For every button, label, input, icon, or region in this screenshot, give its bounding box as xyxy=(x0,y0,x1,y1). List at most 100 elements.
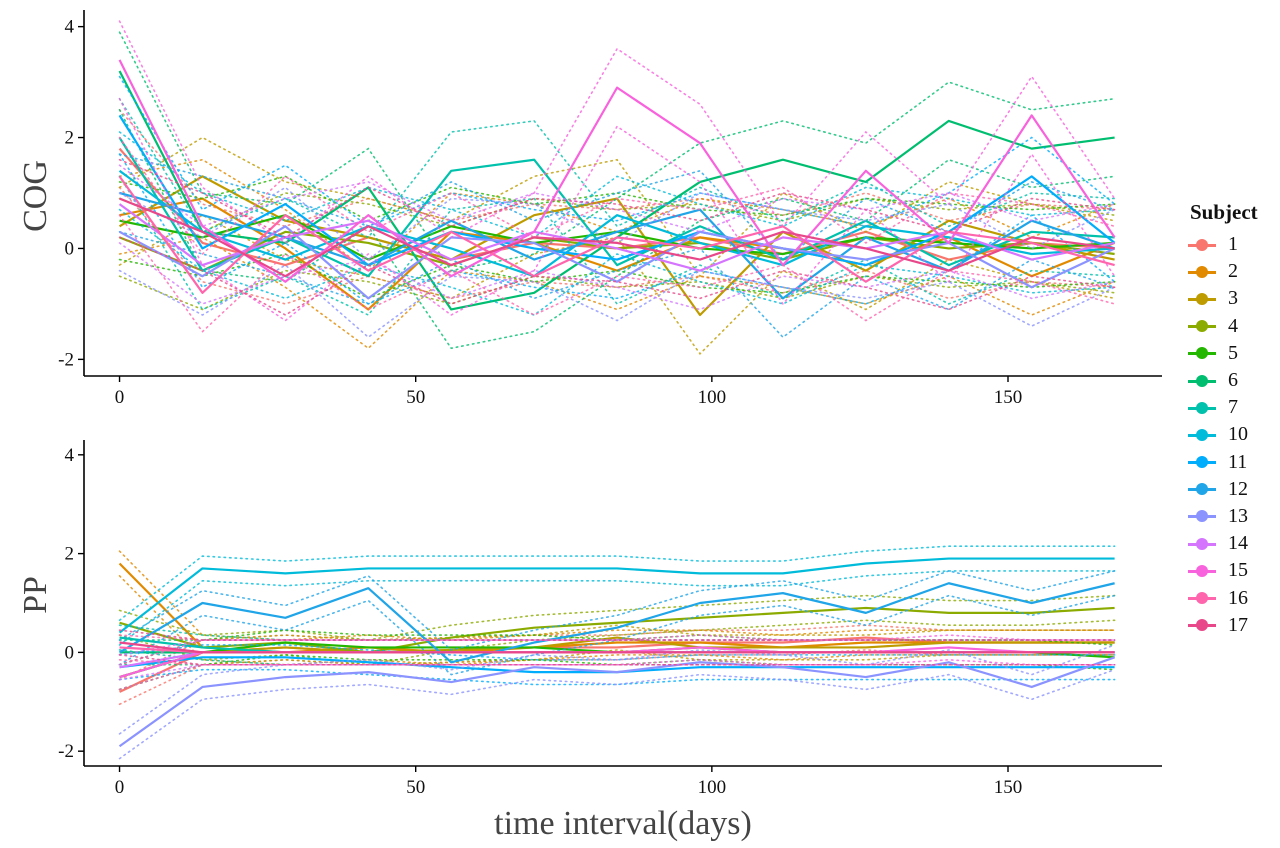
series-line-subject-13 xyxy=(118,656,1115,748)
legend-key xyxy=(1186,563,1218,579)
series-upper-bound xyxy=(118,550,1116,641)
legend-key xyxy=(1186,536,1218,552)
legend-label: 13 xyxy=(1228,504,1248,527)
legend-key xyxy=(1186,318,1218,334)
legend-key xyxy=(1186,508,1218,524)
y-tick-label: 4 xyxy=(65,445,75,466)
series-lower-bound xyxy=(118,236,1116,316)
y-tick-label: 2 xyxy=(65,544,75,565)
y-tick-label: -2 xyxy=(58,741,74,762)
legend-item: 11 xyxy=(1186,449,1278,476)
legend-item: 6 xyxy=(1186,367,1278,394)
series-lower-bound xyxy=(118,668,1116,760)
series-lower-bound xyxy=(118,236,1116,350)
series-lower-bound xyxy=(118,570,1116,646)
legend-item: 4 xyxy=(1186,313,1278,340)
legend-label: 2 xyxy=(1228,260,1238,283)
series-upper-bound xyxy=(118,634,1116,666)
series-upper-bound xyxy=(118,158,1116,239)
legend-key xyxy=(1186,617,1218,633)
legend-label: 12 xyxy=(1228,477,1248,500)
plot-area-cog: -2 0 2 4 0 50 100 150 xyxy=(58,10,1162,408)
series-line-subject-10 xyxy=(118,169,1115,278)
legend-item: 2 xyxy=(1186,258,1278,285)
y-tick-label: 0 xyxy=(65,238,75,259)
panel-cog: COG -2 0 2 4 0 50 100 150 xyxy=(17,10,1162,408)
x-axis-label: time interval(days) xyxy=(494,805,752,842)
legend-label: 10 xyxy=(1228,423,1248,446)
series-upper-bound xyxy=(118,75,1116,228)
legend-item: 14 xyxy=(1186,530,1278,557)
legend-item: 17 xyxy=(1186,612,1278,639)
series-upper-bound xyxy=(118,192,1116,233)
legend-label: 3 xyxy=(1228,287,1238,310)
legend-item: 7 xyxy=(1186,394,1278,421)
series-lower-bound xyxy=(118,208,1116,316)
series-upper-bound xyxy=(118,644,1116,735)
x-tick-label: 150 xyxy=(994,777,1023,798)
legend-key xyxy=(1186,590,1218,606)
series-upper-bound xyxy=(118,20,1116,244)
legend-label: 15 xyxy=(1228,559,1248,582)
series-line-subject-17 xyxy=(119,641,1115,654)
series-lower-bound xyxy=(118,264,1116,339)
series-upper-bound xyxy=(118,131,1116,239)
series-upper-bound xyxy=(118,158,1116,272)
series-lower-bound xyxy=(118,214,1116,333)
legend-item: 1 xyxy=(1186,231,1278,258)
legend-key xyxy=(1186,400,1218,416)
series-lower-bound xyxy=(118,668,1116,686)
x-tick-label: 100 xyxy=(698,387,727,408)
legend-item: 5 xyxy=(1186,340,1278,367)
legend-label: 4 xyxy=(1228,314,1238,337)
x-tick-label: 0 xyxy=(115,777,125,798)
legend-label: 1 xyxy=(1228,233,1238,256)
legend-label: 17 xyxy=(1228,613,1248,636)
legend-key xyxy=(1186,373,1218,389)
x-tick-label: 0 xyxy=(115,387,125,408)
legend-item: 10 xyxy=(1186,421,1278,448)
y-tick-label: 0 xyxy=(65,642,75,663)
legend-key xyxy=(1186,427,1218,443)
y-axis-label-cog: COG xyxy=(17,160,54,232)
plot-area-pp: -2 0 2 4 0 50 100 150 xyxy=(58,440,1162,798)
legend-label: 7 xyxy=(1228,396,1238,419)
series-upper-bound xyxy=(118,594,1116,641)
series-line-subject-3 xyxy=(119,636,1115,679)
legend-key xyxy=(1186,264,1218,280)
legend-items: 1 2 3 4 5 6 7 10 11 12 13 14 15 16 17 xyxy=(1186,231,1278,639)
x-tick-label: 100 xyxy=(698,777,727,798)
legend-key xyxy=(1186,345,1218,361)
legend-key xyxy=(1186,237,1218,253)
panel-pp: PP -2 0 2 4 0 50 100 150 time interval(days) xyxy=(17,440,1162,842)
legend-key xyxy=(1186,291,1218,307)
legend-label: 6 xyxy=(1228,369,1238,392)
x-tick-label: 150 xyxy=(994,387,1023,408)
series-lower-bound xyxy=(118,175,1116,316)
x-tick-label: 50 xyxy=(406,387,425,408)
series-lower-bound xyxy=(118,649,1116,706)
series-lower-bound xyxy=(118,654,1116,666)
series-line-subject-15 xyxy=(118,59,1116,283)
series-line-subject-12 xyxy=(118,582,1115,664)
legend-item: 13 xyxy=(1186,503,1278,530)
series-upper-bound xyxy=(118,545,1116,622)
series-lower-bound xyxy=(118,269,1116,311)
legend: Subject 1 2 3 4 5 6 7 10 11 12 13 14 15 16 17 xyxy=(1186,200,1278,639)
y-tick-label: -2 xyxy=(58,349,74,370)
series-line-subject-6 xyxy=(118,70,1115,311)
legend-label: 5 xyxy=(1228,341,1238,364)
series-upper-bound xyxy=(118,136,1116,256)
series-upper-bound xyxy=(118,164,1116,233)
legend-key xyxy=(1186,481,1218,497)
legend-key xyxy=(1186,454,1218,470)
series-upper-bound xyxy=(118,624,1116,666)
legend-item: 12 xyxy=(1186,476,1278,503)
legend-label: 14 xyxy=(1228,532,1248,555)
legend-title: Subject xyxy=(1190,200,1258,224)
series-upper-bound xyxy=(118,570,1116,651)
series-lower-bound xyxy=(118,619,1116,666)
legend-label: 11 xyxy=(1228,450,1248,473)
series-upper-bound xyxy=(118,97,1116,239)
